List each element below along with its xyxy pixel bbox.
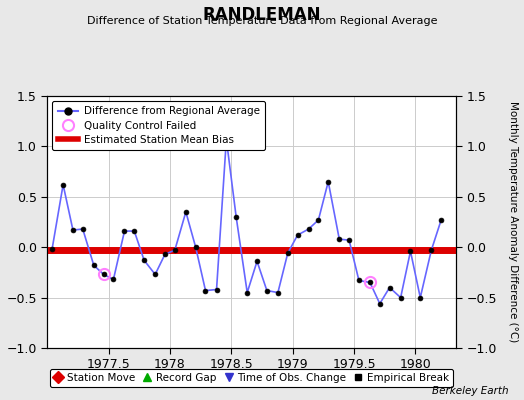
Text: RANDLEMAN: RANDLEMAN [203,6,321,24]
Legend: Station Move, Record Gap, Time of Obs. Change, Empirical Break: Station Move, Record Gap, Time of Obs. C… [50,369,453,387]
Y-axis label: Monthly Temperature Anomaly Difference (°C): Monthly Temperature Anomaly Difference (… [508,101,518,343]
Text: Berkeley Earth: Berkeley Earth [432,386,508,396]
Legend: Difference from Regional Average, Quality Control Failed, Estimated Station Mean: Difference from Regional Average, Qualit… [52,101,265,150]
Text: Difference of Station Temperature Data from Regional Average: Difference of Station Temperature Data f… [87,16,437,26]
